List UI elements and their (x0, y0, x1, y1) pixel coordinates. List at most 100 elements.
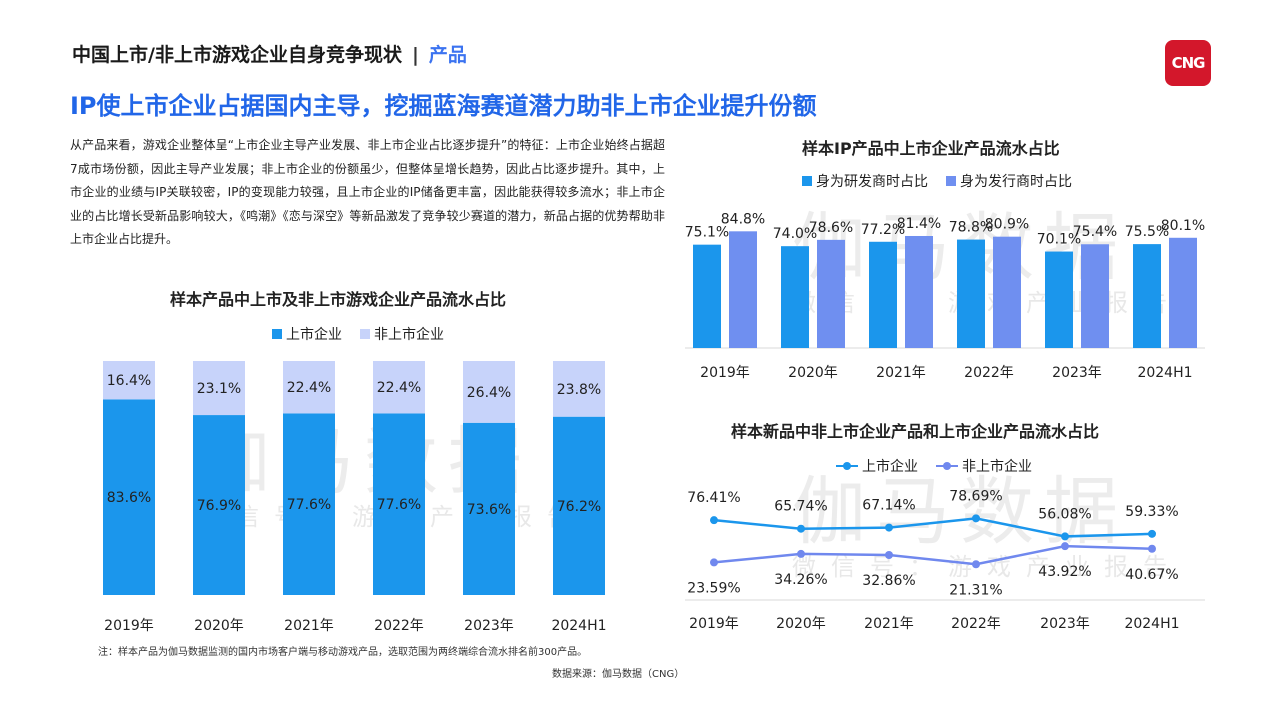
x-tick-label: 2023年 (1052, 365, 1102, 381)
data-label: 75.5% (1125, 224, 1169, 240)
data-label-listed: 76.2% (557, 499, 601, 515)
legend-label: 非上市企业 (962, 459, 1032, 475)
data-label: 40.67% (1125, 567, 1178, 583)
bar-developer (869, 241, 897, 348)
x-tick-label: 2023年 (464, 618, 514, 634)
x-tick-label: 2023年 (1040, 616, 1090, 632)
data-label-listed: 73.6% (467, 502, 511, 518)
line-unlisted (713, 544, 1153, 566)
data-label-listed: 76.9% (197, 498, 241, 514)
data-label-unlisted: 26.4% (467, 385, 511, 401)
legend-label: 身为研发商时占比 (816, 174, 928, 190)
data-point (1148, 544, 1156, 553)
footnote: 注：样本产品为伽马数据监测的国内市场客户端与移动游戏产品，选取范围为两终端综合流… (98, 647, 588, 658)
data-source: 数据来源：伽马数据（CNG） (552, 669, 685, 680)
data-label: 75.1% (685, 225, 729, 241)
data-label: 81.4% (897, 216, 941, 232)
data-label: 75.4% (1073, 224, 1117, 240)
bar-publisher (1081, 244, 1109, 348)
data-point (710, 516, 718, 525)
bar-listed (283, 413, 335, 595)
data-label: 59.33% (1125, 504, 1178, 520)
legend-swatch (360, 329, 370, 339)
bar-listed (463, 422, 515, 595)
x-tick-label: 2024H1 (551, 618, 606, 634)
bar-unlisted (553, 361, 605, 417)
data-point (1148, 529, 1156, 538)
data-label-unlisted: 22.4% (287, 380, 331, 396)
legend-item-developer: 身为研发商时占比 (802, 171, 928, 191)
x-tick-label: 2019年 (700, 365, 750, 381)
chart1-title: 样本产品中上市及非上市游戏企业产品流水占比 (170, 290, 507, 309)
legend-label: 非上市企业 (374, 327, 444, 343)
x-tick-label: 2021年 (864, 616, 914, 632)
data-label: 80.9% (985, 217, 1029, 233)
legend-line-swatch (936, 462, 958, 470)
data-point (797, 524, 805, 533)
bar-listed (193, 415, 245, 595)
x-tick-label: 2020年 (788, 365, 838, 381)
x-tick-label: 2022年 (951, 616, 1001, 632)
x-tick-label: 2020年 (194, 618, 244, 634)
data-point (972, 514, 980, 523)
legend-label: 上市企业 (862, 459, 918, 475)
data-label: 21.31% (949, 582, 1002, 598)
data-point (1061, 542, 1069, 551)
data-point (885, 551, 893, 560)
bar-listed (103, 399, 155, 595)
summary-paragraph: 从产品来看，游戏企业整体呈“上市企业主导产业发展、非上市企业占比逐步提升”的特征… (70, 138, 665, 246)
bar-publisher (817, 239, 845, 348)
data-label: 78.69% (949, 488, 1002, 504)
bar-listed (373, 413, 425, 595)
bar-unlisted (373, 361, 425, 414)
data-label: 74.0% (773, 226, 817, 242)
data-point (1061, 532, 1069, 541)
data-label: 65.74% (774, 499, 827, 515)
data-label: 67.14% (862, 498, 915, 514)
bar-developer (693, 244, 721, 348)
data-label: 77.2% (861, 222, 905, 238)
bar-publisher (993, 236, 1021, 348)
header-title: 中国上市/非上市游戏企业自身竞争现状 (72, 44, 402, 66)
bar-publisher (1169, 237, 1197, 348)
chart2-grouped-bar: 75.1%84.8% 2019年 74.0%78.6% 2020年 77.2%81.4%… (685, 211, 1205, 381)
data-label-listed: 77.6% (377, 497, 421, 513)
legend-item-unlisted-line: 非上市企业 (936, 456, 1032, 476)
legend-label: 上市企业 (286, 327, 342, 343)
bar-developer (957, 239, 985, 348)
bar-listed (553, 416, 605, 595)
data-label: 84.8% (721, 211, 765, 227)
data-label: 70.1% (1037, 232, 1081, 248)
bar-publisher (729, 231, 757, 348)
bar-unlisted (103, 361, 155, 400)
data-label-listed: 77.6% (287, 497, 331, 513)
data-point (797, 549, 805, 558)
chart1-stacked-bar: 83.6% 16.4% 2019年 76.9% 23.1% 2020年 77.6% 22.4%… (103, 361, 607, 634)
legend-item-listed-line: 上市企业 (836, 456, 918, 476)
bar-developer (1045, 251, 1073, 348)
chart3-legend: 上市企业 非上市企业 (836, 456, 1050, 476)
legend-swatch (272, 329, 282, 339)
bar-developer (781, 246, 809, 348)
x-tick-label: 2021年 (284, 618, 334, 634)
x-tick-label: 2019年 (104, 618, 154, 634)
data-point (972, 560, 980, 569)
bar-unlisted (463, 361, 515, 423)
bar-unlisted (193, 361, 245, 416)
page-header: 中国上市/非上市游戏企业自身竞争现状 | 产品 (72, 40, 467, 67)
legend-swatch (802, 176, 812, 186)
data-label: 32.86% (862, 573, 915, 589)
header-tag: 产品 (428, 44, 467, 66)
data-point (710, 558, 718, 567)
data-label: 76.41% (687, 490, 740, 506)
x-tick-label: 2022年 (374, 618, 424, 634)
x-tick-label: 2024H1 (1137, 365, 1192, 381)
data-label-unlisted: 23.8% (557, 382, 601, 398)
legend-item-listed: 上市企业 (272, 324, 342, 344)
legend-item-unlisted: 非上市企业 (360, 324, 444, 344)
data-label: 78.8% (949, 220, 993, 236)
data-label: 43.92% (1038, 564, 1091, 580)
legend-label: 身为发行商时占比 (960, 174, 1072, 190)
line-listed (713, 517, 1153, 538)
cng-logo: CNG (1165, 40, 1211, 86)
